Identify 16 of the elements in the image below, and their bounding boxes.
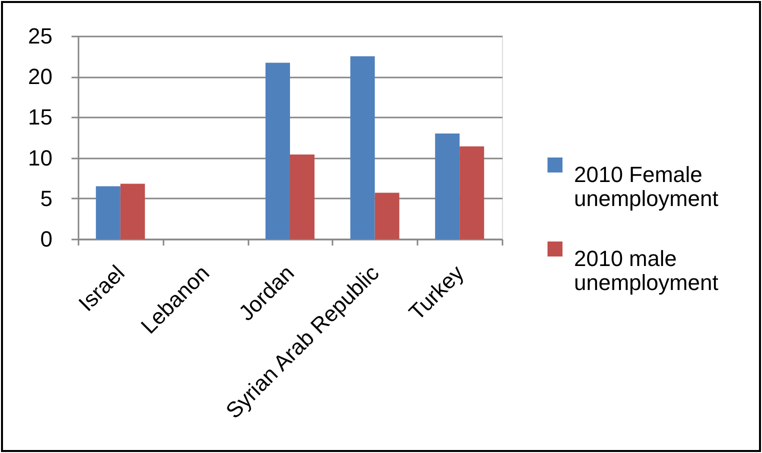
y-tick-label: 5 <box>40 186 52 211</box>
bar <box>435 133 460 239</box>
bar <box>120 184 145 239</box>
bar <box>290 154 315 239</box>
y-tick-label: 0 <box>40 226 52 252</box>
bar <box>265 62 290 239</box>
y-tick-label: 15 <box>28 104 52 130</box>
y-tick-label: 25 <box>28 24 52 48</box>
legend-label: 2010 Female unemployment <box>574 162 718 211</box>
bar <box>374 192 400 239</box>
bar <box>350 56 375 239</box>
legend-label: 2010 male unemployment <box>574 246 718 295</box>
y-tick-label: 20 <box>28 64 52 90</box>
bar <box>96 186 120 239</box>
y-tick-label: 10 <box>28 145 52 170</box>
bar <box>460 146 484 239</box>
